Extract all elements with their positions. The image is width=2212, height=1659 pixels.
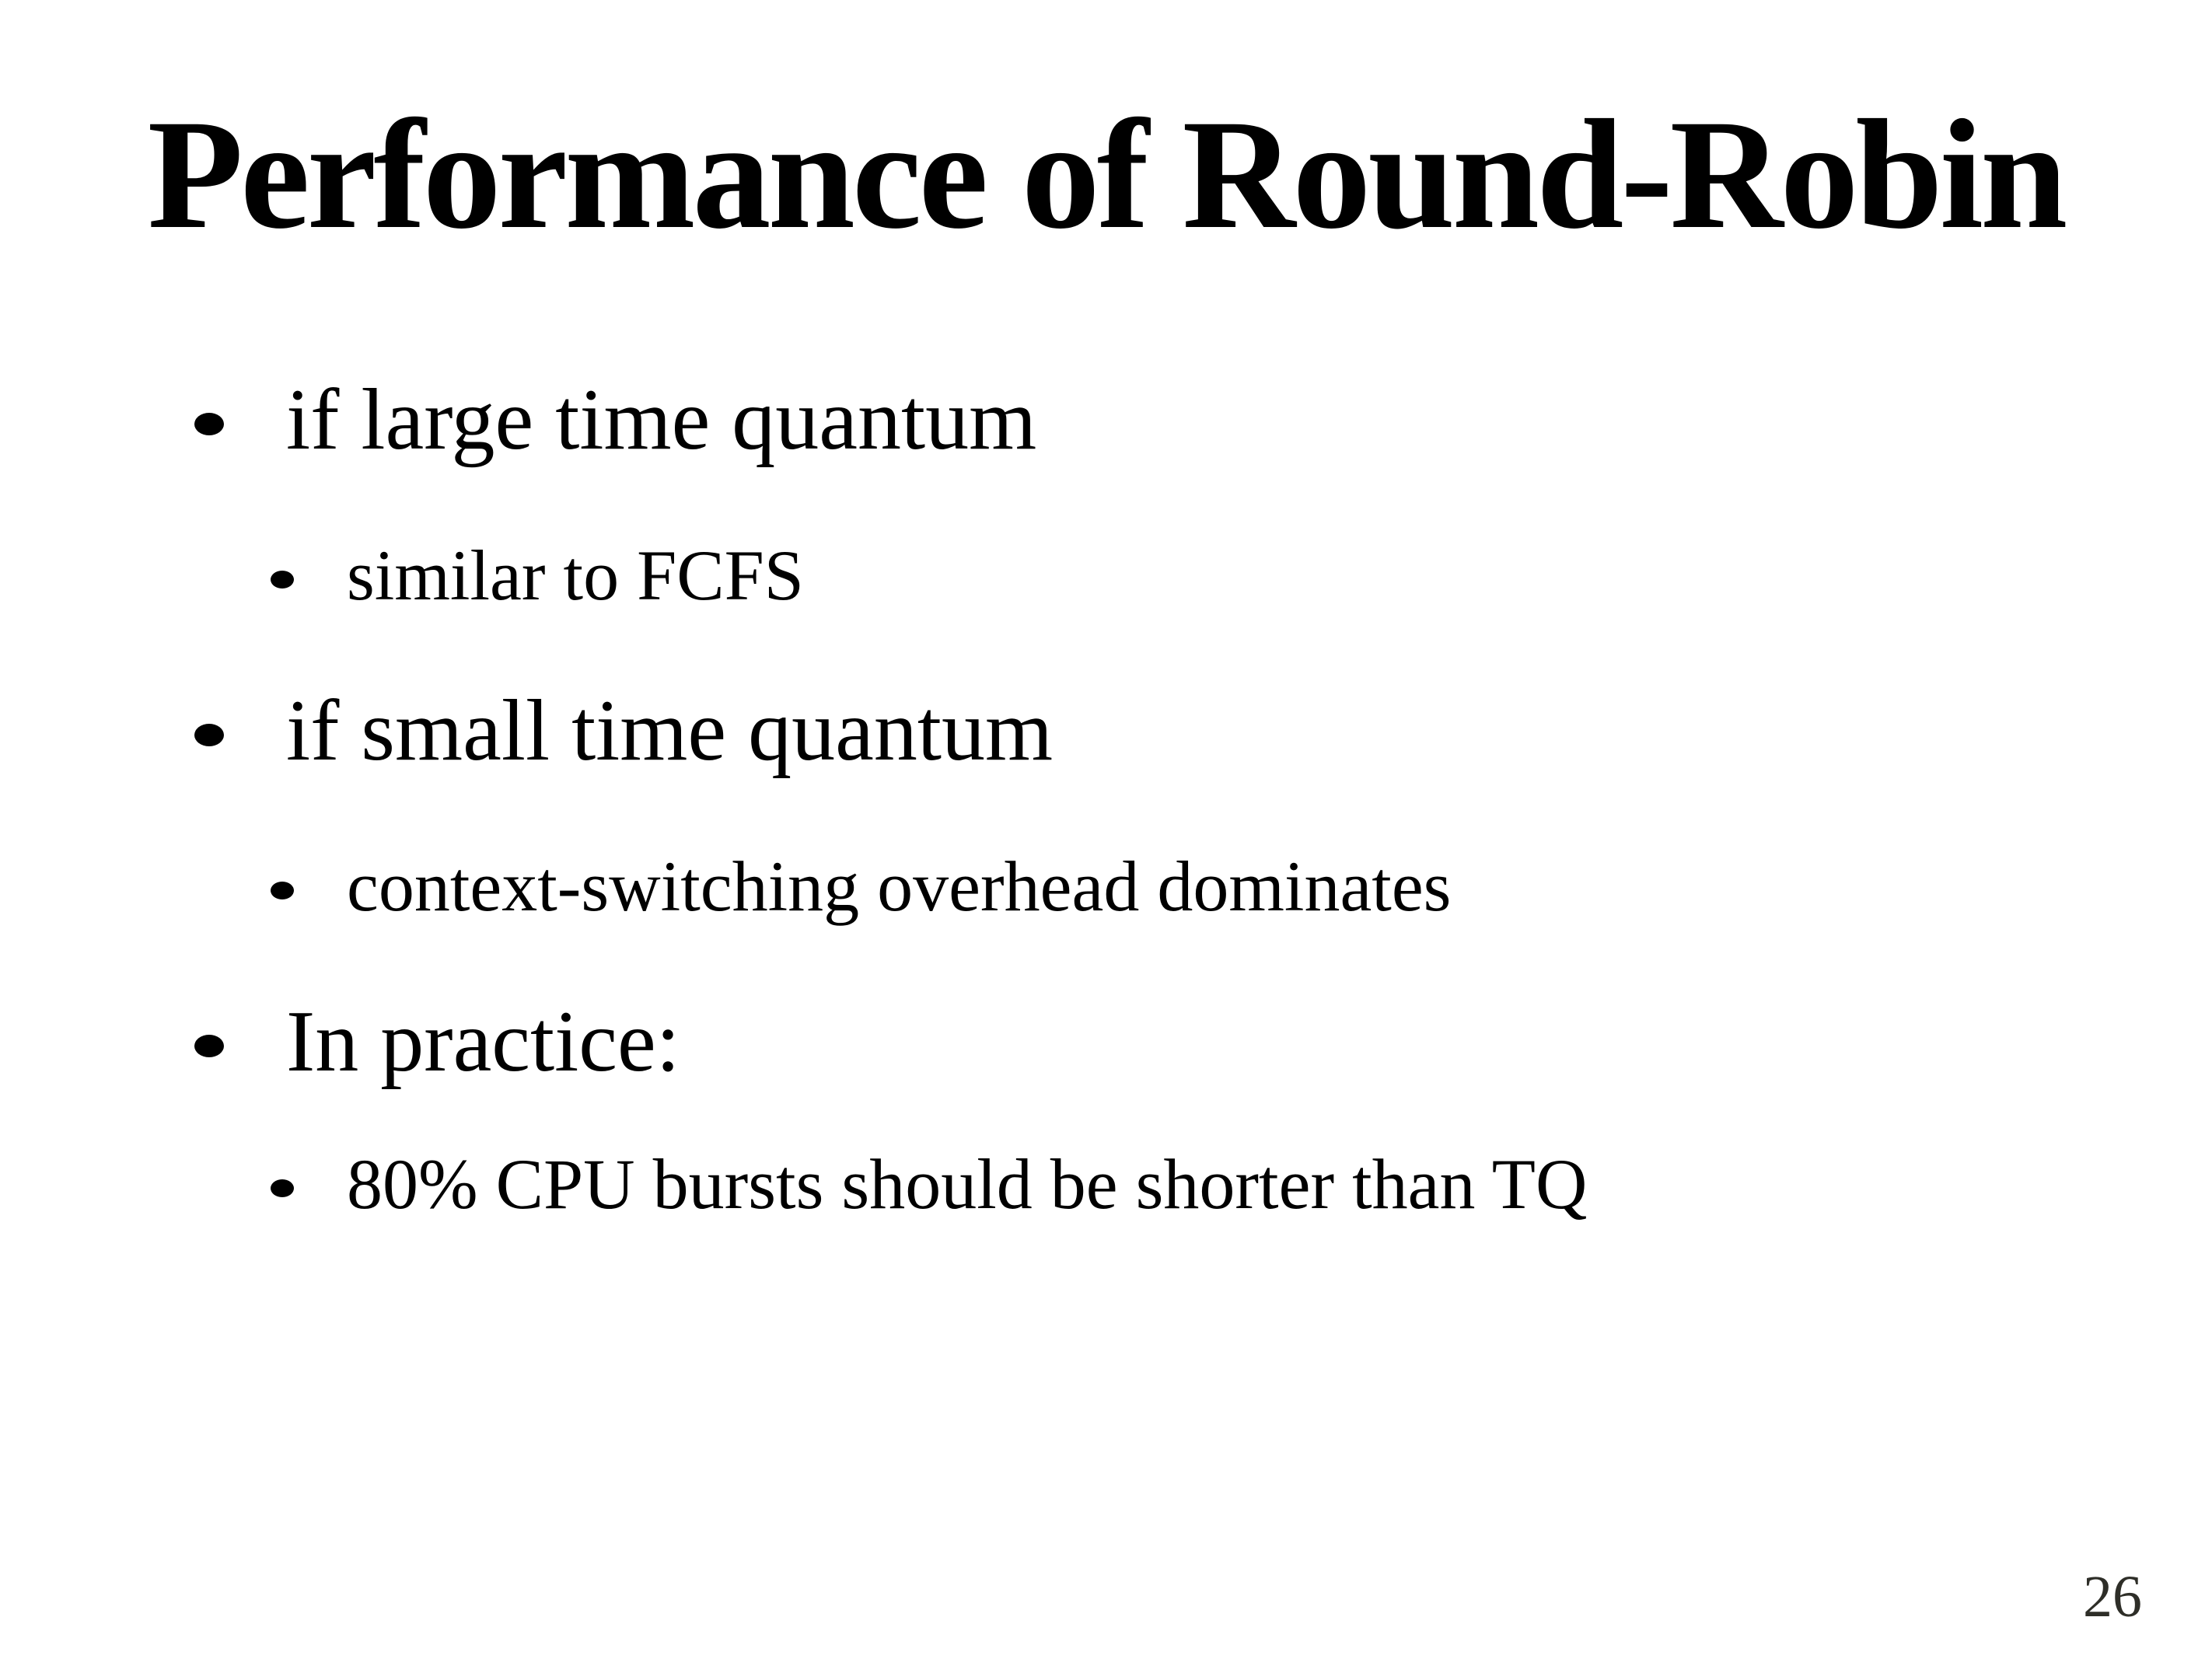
bullet-text: similar to FCFS [347,536,804,615]
bullet-icon [194,1034,224,1057]
bullet-icon [271,881,294,899]
page-number: 26 [2083,1564,2142,1629]
bullet-text: In practice: [286,994,680,1090]
bullet-item-cpu-bursts: 80% CPU bursts should be shorter than TQ [271,1140,1587,1228]
bullet-icon [194,723,224,746]
bullet-text: if large time quantum [286,372,1037,468]
slide-title: Performance of Round-Robin [147,87,2068,261]
bullet-item-context-switching: context-switching overhead dominates [271,843,1451,930]
bullet-icon [194,412,224,435]
bullet-text: 80% CPU bursts should be shorter than TQ [347,1144,1588,1224]
bullet-icon [271,1179,294,1197]
bullet-icon [271,570,294,589]
bullet-text: context-switching overhead dominates [347,847,1452,926]
bullet-item-large-quantum: if large time quantum [194,368,1036,471]
bullet-item-small-quantum: if small time quantum [194,679,1053,782]
bullet-item-similar-fcfs: similar to FCFS [271,532,804,619]
bullet-item-in-practice: In practice: [194,990,680,1093]
bullet-text: if small time quantum [286,683,1054,779]
